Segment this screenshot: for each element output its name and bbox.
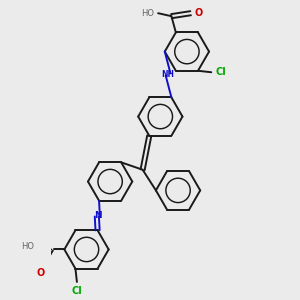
Text: NH: NH (162, 70, 175, 79)
Text: O: O (37, 268, 45, 278)
Text: N: N (94, 211, 102, 220)
Text: O: O (194, 8, 202, 18)
Text: Cl: Cl (216, 67, 226, 77)
Text: HO: HO (142, 9, 154, 18)
Text: Cl: Cl (71, 286, 82, 296)
Text: HO: HO (21, 242, 34, 251)
